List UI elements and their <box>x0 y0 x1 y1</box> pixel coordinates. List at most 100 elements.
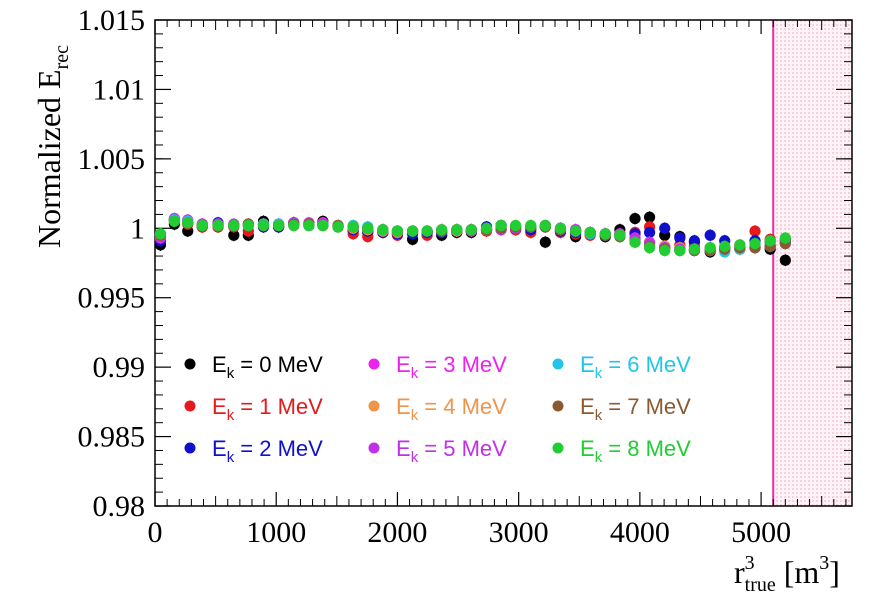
data-point <box>659 244 671 257</box>
y-tick-label: 0.99 <box>93 351 146 384</box>
legend-label: Ek = 7 MeV <box>580 394 691 424</box>
data-point <box>764 235 776 247</box>
data-point <box>719 240 731 252</box>
data-point <box>228 219 240 232</box>
data-point <box>704 229 716 241</box>
y-tick-label: 1.005 <box>78 143 146 176</box>
data-point <box>182 217 194 229</box>
x-axis-title: r3 true [m3] <box>734 552 840 596</box>
data-point <box>749 225 761 237</box>
data-point <box>273 219 285 232</box>
data-point <box>674 244 686 257</box>
data-point <box>643 211 656 223</box>
data-point <box>465 224 477 236</box>
data-point <box>674 232 686 244</box>
legend-label: Ek = 2 MeV <box>212 436 323 466</box>
data-point <box>421 225 433 237</box>
data-points <box>154 211 791 267</box>
data-point <box>168 215 180 227</box>
legend-item: Ek = 3 MeV <box>368 352 507 382</box>
y-tick-label: 1 <box>130 212 145 245</box>
legend-item: Ek = 7 MeV <box>552 394 691 424</box>
data-point <box>525 219 537 232</box>
data-point <box>154 228 167 240</box>
data-point <box>391 225 404 237</box>
legend-marker <box>368 400 380 412</box>
legend-label: Ek = 1 MeV <box>212 394 323 424</box>
legend-marker <box>552 442 564 454</box>
data-point <box>347 221 359 233</box>
legend-label: Ek = 5 MeV <box>396 436 507 466</box>
data-point <box>451 224 463 236</box>
x-tick-label: 0 <box>148 516 163 549</box>
data-point <box>643 242 656 254</box>
data-point <box>704 242 716 254</box>
data-point <box>779 254 791 266</box>
plot-border <box>154 19 853 507</box>
legend-marker <box>552 400 564 412</box>
data-point <box>510 219 522 232</box>
data-point <box>599 228 611 240</box>
legend: Ek = 0 MeV Ek = 1 MeV Ek = 2 MeV Ek = 3 MeV… <box>184 352 691 466</box>
data-point <box>749 237 761 250</box>
data-point <box>436 224 448 236</box>
plot-frame <box>154 19 853 507</box>
data-point <box>539 219 551 232</box>
legend-label: Ek = 6 MeV <box>580 352 691 382</box>
series-8 <box>154 215 791 257</box>
legend-label: Ek = 4 MeV <box>396 394 507 424</box>
data-point <box>688 235 701 247</box>
data-point <box>734 239 746 251</box>
x-tick-label: 1000 <box>246 516 306 549</box>
legend-marker <box>184 442 196 454</box>
y-tick-label: 0.985 <box>78 421 146 454</box>
data-point <box>539 236 551 248</box>
x-tick-label: 3000 <box>489 516 549 549</box>
data-point <box>629 236 641 248</box>
x-tick-label: 2000 <box>367 516 427 549</box>
legend-item: Ek = 4 MeV <box>368 394 507 424</box>
y-tick-label: 0.98 <box>93 490 146 523</box>
data-point <box>377 224 389 236</box>
data-point <box>659 222 671 234</box>
data-point <box>303 219 315 232</box>
legend-item: Ek = 6 MeV <box>552 352 691 382</box>
axis-ticks: 0 1000 2000 3000 4000 5000 0.98 0.985 0.99 0.995 1… <box>78 4 852 549</box>
legend-item: Ek = 5 MeV <box>368 436 507 466</box>
legend-marker <box>552 358 564 370</box>
y-tick-label: 1.01 <box>93 73 146 106</box>
y-tick-label: 1.015 <box>78 4 146 37</box>
data-point <box>629 212 641 225</box>
legend-marker <box>368 358 380 370</box>
data-point <box>228 229 240 241</box>
data-point <box>212 219 224 232</box>
data-point <box>406 225 419 237</box>
data-point <box>554 222 567 234</box>
data-point <box>257 219 270 232</box>
data-point <box>480 222 493 234</box>
legend-label: Ek = 3 MeV <box>396 352 507 382</box>
legend-marker <box>184 400 196 412</box>
data-point <box>332 221 344 233</box>
data-point <box>614 229 626 241</box>
y-axis-title: Normalized Erec <box>31 45 73 248</box>
legend-marker <box>184 358 196 370</box>
data-point <box>643 226 656 239</box>
y-tick-label: 0.995 <box>78 282 146 315</box>
x-tick-label: 5000 <box>731 516 791 549</box>
x-tick-label: 4000 <box>610 516 670 549</box>
data-point <box>688 243 701 255</box>
legend-item: Ek = 8 MeV <box>552 436 691 466</box>
legend-item: Ek = 1 MeV <box>184 394 323 424</box>
data-point <box>495 219 507 232</box>
legend-label: Ek = 0 MeV <box>212 352 323 382</box>
data-point <box>362 222 374 234</box>
data-point <box>242 219 254 232</box>
legend-item: Ek = 0 MeV <box>184 352 323 382</box>
data-point <box>779 232 791 244</box>
legend-item: Ek = 2 MeV <box>184 436 323 466</box>
legend-label: Ek = 8 MeV <box>580 436 691 466</box>
data-point <box>288 219 300 232</box>
data-point <box>570 225 582 237</box>
